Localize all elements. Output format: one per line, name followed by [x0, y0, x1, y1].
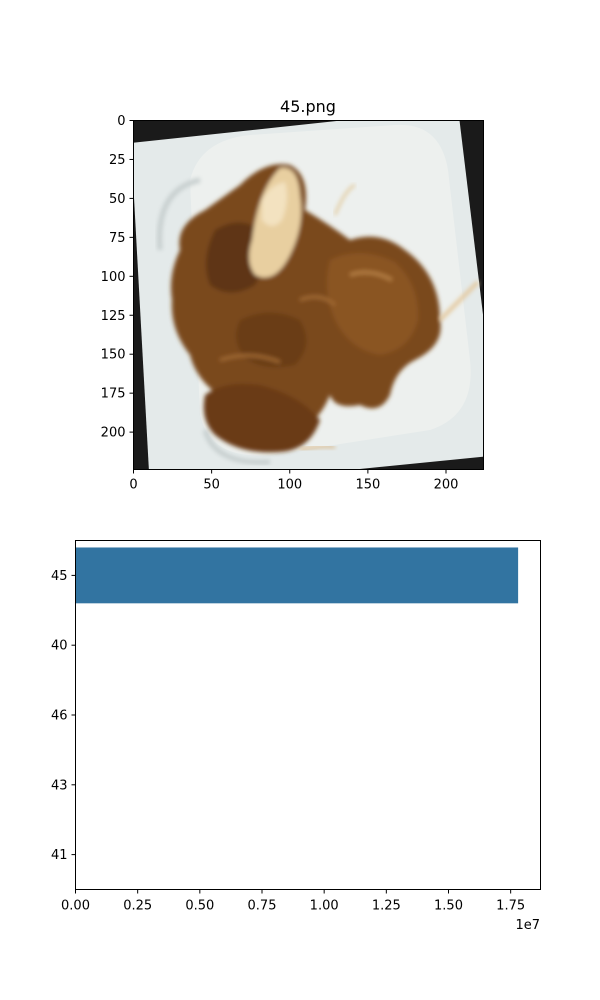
image-x-tick-label: 100 [277, 478, 302, 493]
bar-y-tick-label: 45 [51, 569, 68, 584]
image-y-ticks: 0 25 50 75 100 125 150 175 200 [101, 114, 134, 441]
bar-x-tick-label: 1.75 [496, 899, 525, 914]
image-x-tick-label: 50 [203, 478, 220, 493]
bar-x-ticks: 0.00 0.25 0.50 0.75 1.00 1.25 1.50 1.75 [61, 889, 525, 914]
bar-x-tick-label: 1.00 [310, 899, 339, 914]
bar-x-tick-label: 0.75 [248, 899, 277, 914]
bar-x-tick-label: 0.00 [61, 899, 90, 914]
image-y-tick-label: 50 [109, 192, 126, 207]
image-title: 45.png [280, 97, 336, 116]
bar-y-tick-label: 41 [51, 848, 68, 863]
bar-x-tick-label: 0.25 [123, 899, 152, 914]
bar-x-tick-label: 0.50 [185, 899, 214, 914]
bar-subplot: 0.00 0.25 0.50 0.75 1.00 1.25 1.50 1.75 4540464… [51, 540, 541, 933]
image-y-tick-label: 25 [109, 153, 126, 168]
bar-45 [75, 547, 519, 604]
image-x-tick-label: 0 [129, 478, 137, 493]
bar-y-tick-label: 46 [51, 709, 68, 724]
x-offset-label: 1e7 [515, 918, 540, 933]
bar-y-tick-label: 40 [51, 639, 68, 654]
image-y-tick-label: 150 [101, 348, 126, 363]
image-y-tick-label: 75 [109, 231, 126, 246]
image-y-tick-label: 125 [101, 309, 126, 324]
bar-y-tick-label: 43 [51, 778, 68, 793]
food-photo [133, 120, 484, 470]
image-axes-frame [133, 120, 484, 470]
bars [75, 547, 519, 604]
image-x-ticks: 0 50 100 150 200 [129, 469, 459, 493]
image-x-tick-label: 200 [434, 478, 459, 493]
image-y-tick-label: 0 [117, 114, 125, 129]
bar-y-ticks: 45 40 46 43 41 [51, 569, 76, 863]
bar-x-tick-label: 1.25 [372, 899, 401, 914]
image-y-tick-label: 200 [101, 426, 126, 441]
image-y-tick-label: 175 [101, 387, 126, 402]
image-y-tick-label: 100 [101, 270, 126, 285]
image-x-tick-label: 150 [355, 478, 380, 493]
bar-x-tick-label: 1.50 [434, 899, 463, 914]
image-subplot: 45.png [101, 97, 484, 493]
